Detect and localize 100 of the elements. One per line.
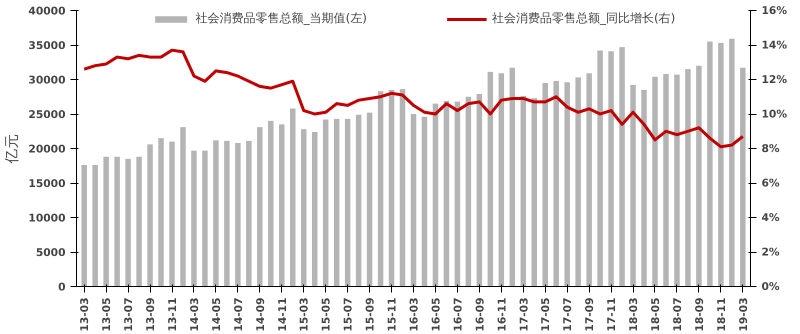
x-tick-label: 18-05 [649,297,662,332]
bar [114,156,120,286]
bar [410,114,416,286]
bar [663,74,669,286]
bar [444,100,450,286]
bar [191,150,197,286]
bar [432,104,438,286]
x-tick-label: 13-11 [166,297,179,332]
y2-tick-label: 4% [762,211,780,224]
bar [608,51,614,286]
bar [729,38,735,286]
x-tick-label: 13-09 [144,297,158,332]
bar [158,138,164,286]
bar [322,120,328,286]
legend-label: 社会消费品零售总额_同比增长(右) [492,10,676,27]
bar [257,127,263,286]
y2-tick-label: 10% [762,108,788,120]
bar [641,90,647,286]
bar [81,165,87,286]
bar [619,47,625,286]
x-tick-label: 16-03 [408,297,420,332]
bar [553,80,559,286]
x-tick-label: 15-11 [386,297,399,332]
y2-tick-label: 16% [762,4,788,17]
bar [356,114,362,286]
line-series [82,48,744,148]
bar [707,42,713,286]
x-tick-label: 16-11 [495,297,508,332]
x-tick-label: 14-03 [188,297,201,332]
y2-tick-label: 0% [762,280,780,293]
x-tick-label: 18-03 [627,297,640,332]
bar [147,144,153,286]
y-tick-label: 0 [58,280,66,294]
bar [334,118,340,286]
bar [169,142,175,286]
bar [279,124,285,286]
bar [466,96,472,286]
y-tick-label: 40000 [28,4,66,18]
x-tick-label: 17-03 [517,297,530,332]
y2-tick-label: 6% [762,176,780,190]
bar [685,69,691,286]
bar [235,142,241,286]
y-tick-label: 5000 [36,246,66,259]
x-tick-label: 15-07 [342,297,355,332]
legend-label: 社会消费品零售总额_当期值(左) [196,10,367,27]
bar [388,90,394,286]
bar [125,158,131,286]
bar [246,140,252,286]
x-tick-label: 17-05 [539,297,552,332]
bar [344,118,350,286]
bar [498,73,504,286]
y2-tick-label: 8% [762,142,780,155]
x-tick-label: 14-07 [232,297,245,332]
bar [366,112,372,286]
bar [586,73,592,286]
bar [312,132,318,286]
y-tick-label: 35000 [28,39,66,52]
x-tick-label: 15-03 [298,297,311,332]
bar [180,127,186,286]
x-tick-label: 14-05 [210,297,223,332]
bar [454,102,460,286]
bar [268,120,274,286]
y2-tick-label: 14% [762,38,788,52]
x-tick-label: 19-03 [736,297,750,332]
bar [400,89,406,286]
bar [224,140,230,286]
x-tick-label: 18-11 [714,297,728,332]
x-tick-label: 13-07 [122,297,136,332]
bar [136,156,142,286]
bar [674,74,680,286]
bar [630,85,636,286]
x-tick-label: 17-07 [561,297,574,332]
bar [213,140,219,286]
y-tick-label: 15000 [28,177,66,190]
x-tick-label: 16-09 [473,297,486,332]
y2-tick-label: 2% [762,246,780,258]
bar [488,72,494,286]
x-tick-label: 15-09 [364,297,377,332]
bar [597,50,603,286]
bar [696,66,702,286]
x-tick-label: 18-09 [692,297,706,332]
bar [564,82,570,286]
bar [300,129,306,286]
x-tick-label: 16-05 [429,297,442,332]
bar [92,165,98,286]
bar [718,42,724,286]
x-tick-label: 17-11 [605,297,618,332]
y-tick-label: 10000 [28,212,66,224]
y-tick-label: 25000 [28,108,66,121]
bar [378,91,384,286]
bar [476,94,482,286]
y2-tick-label: 12% [762,73,788,86]
bar [290,108,296,286]
bar [740,68,746,286]
y-tick-label: 30000 [28,74,66,86]
x-tick-label: 18-07 [670,297,684,332]
x-tick-label: 16-07 [451,297,464,332]
bar [202,150,208,286]
bar [510,68,516,286]
x-tick-label: 14-11 [276,297,289,332]
